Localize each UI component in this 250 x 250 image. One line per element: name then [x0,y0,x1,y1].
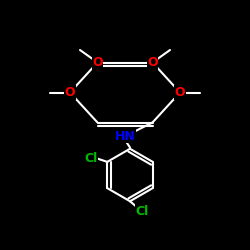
Text: O: O [147,56,158,69]
Text: O: O [92,56,103,69]
Text: Cl: Cl [84,152,98,164]
Text: O: O [175,86,185,99]
Text: Cl: Cl [136,205,149,218]
Text: O: O [65,86,75,99]
Text: HN: HN [114,130,136,143]
